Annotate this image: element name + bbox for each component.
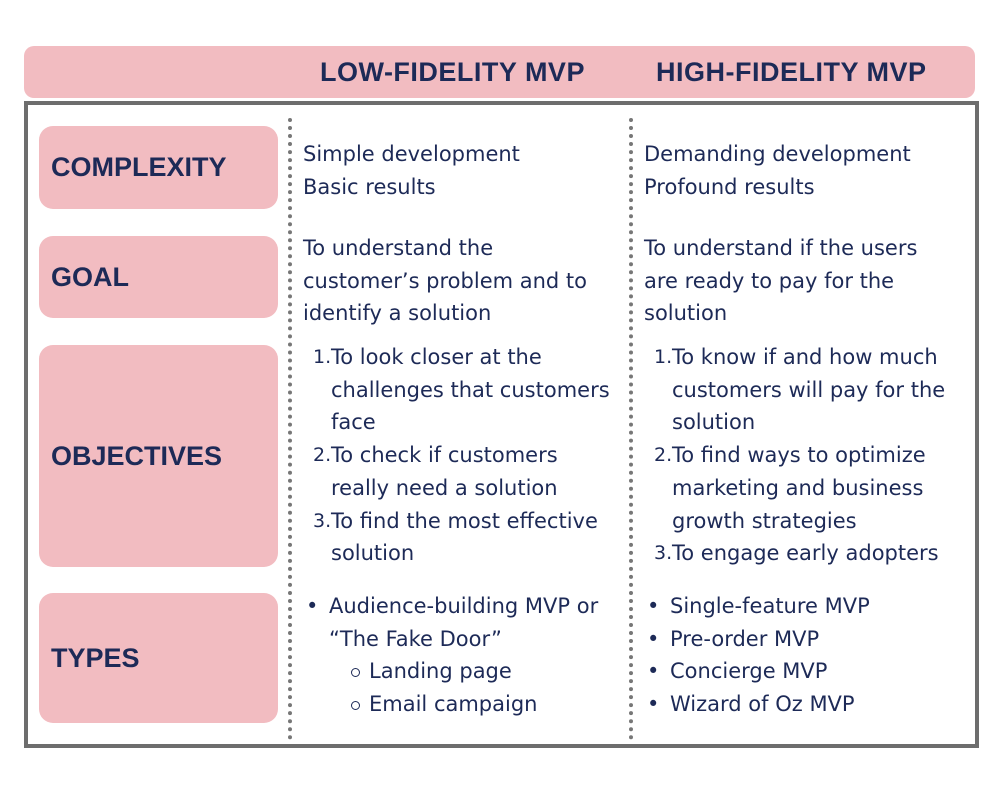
objective-line: To know if and how much <box>672 345 938 369</box>
list-item: Pre-order MVP <box>644 623 870 656</box>
sub-list-item: Email campaign <box>303 688 598 721</box>
type-line: Wizard of Oz MVP <box>670 692 855 717</box>
objective-line: solution <box>331 541 415 566</box>
objective-line: To look closer at the <box>331 345 542 369</box>
header-band <box>24 46 975 98</box>
complexity-low-line: Simple development <box>303 142 520 166</box>
type-line: Single-feature MVP <box>670 594 870 618</box>
table-frame <box>24 101 979 748</box>
list-number: 1. <box>313 346 332 368</box>
objective-line: solution <box>672 410 756 435</box>
row-label-complexity: COMPLEXITY <box>39 126 278 209</box>
type-line: Pre-order MVP <box>670 626 820 651</box>
list-item: 1. To look closer at the challenges that… <box>303 341 610 439</box>
type-line: Concierge MVP <box>670 659 828 684</box>
complexity-low-cell: Simple development Basic results <box>303 138 520 203</box>
list-item: 3. To find the most effective solution <box>303 505 610 570</box>
objective-line: customers will pay for the <box>672 377 946 402</box>
goal-low-cell: To understand the customer’s problem and… <box>303 232 587 330</box>
list-item: Single-feature MVP <box>644 590 870 623</box>
goal-low-line: To understand the <box>303 236 494 260</box>
goal-high-line: To understand if the users <box>644 236 918 260</box>
row-label-types: TYPES <box>39 593 278 723</box>
list-number: 2. <box>313 444 332 467</box>
type-sub-line: Email campaign <box>369 692 538 717</box>
row-label-objectives: OBJECTIVES <box>39 345 278 567</box>
objective-line: challenges that customers <box>331 377 610 402</box>
objectives-label: OBJECTIVES <box>51 440 223 471</box>
types-high-list: Single-feature MVP Pre-order MVP Concier… <box>644 590 870 721</box>
complexity-high-cell: Demanding development Profound results <box>644 138 911 203</box>
sub-list-item: Landing page <box>303 655 598 688</box>
goal-low-line: customer’s problem and to <box>303 268 588 293</box>
objective-line: To check if customers <box>331 443 558 468</box>
goal-label: GOAL <box>51 261 129 292</box>
goal-high-line: are ready to pay for the <box>644 268 895 293</box>
type-line: Audience-building MVP or <box>329 594 599 618</box>
goal-high-cell: To understand if the users are ready to … <box>644 232 917 330</box>
column-divider-left <box>288 118 292 740</box>
list-item: 3. To engage early adopters <box>644 537 945 570</box>
objectives-low-list: 1. To look closer at the challenges that… <box>303 341 610 570</box>
list-item: Wizard of Oz MVP <box>644 688 870 721</box>
complexity-high-line: Profound results <box>644 174 815 199</box>
complexity-high-line: Demanding development <box>644 142 911 166</box>
goal-low-line: identify a solution <box>303 301 492 326</box>
list-item: Concierge MVP <box>644 655 870 688</box>
type-sub-line: Landing page <box>369 659 512 684</box>
high-fidelity-title: HIGH-FIDELITY MVP <box>656 57 927 87</box>
complexity-low-line: Basic results <box>303 174 436 199</box>
objective-line: marketing and business <box>672 475 924 500</box>
list-number: 1. <box>654 346 673 368</box>
objective-line: To find the most effective <box>331 508 598 533</box>
types-label: TYPES <box>51 642 140 673</box>
list-number: 3. <box>654 542 673 565</box>
row-label-goal: GOAL <box>39 236 278 318</box>
column-divider-right <box>629 118 633 740</box>
objective-line: face <box>331 410 376 435</box>
list-item: 1. To know if and how much customers wil… <box>644 341 945 439</box>
list-item: Audience-building MVP or <box>303 590 598 623</box>
types-low-list: Audience-building MVP or “The Fake Door”… <box>303 590 598 721</box>
objectives-high-list: 1. To know if and how much customers wil… <box>644 341 945 570</box>
objective-line: really need a solution <box>331 475 558 500</box>
objective-line: growth strategies <box>672 508 857 533</box>
objective-line: To find ways to optimize <box>672 443 926 468</box>
goal-high-line: solution <box>644 301 728 326</box>
complexity-label: COMPLEXITY <box>51 152 227 182</box>
list-number: 2. <box>654 444 673 467</box>
objective-line: To engage early adopters <box>672 541 939 566</box>
list-number: 3. <box>313 509 332 532</box>
list-item: 2. To check if customers really need a s… <box>303 439 610 504</box>
low-fidelity-title: LOW-FIDELITY MVP <box>320 57 585 87</box>
type-line: “The Fake Door” <box>329 626 502 651</box>
list-item-continuation: “The Fake Door” <box>303 623 598 656</box>
list-item: 2. To find ways to optimize marketing an… <box>644 439 945 537</box>
